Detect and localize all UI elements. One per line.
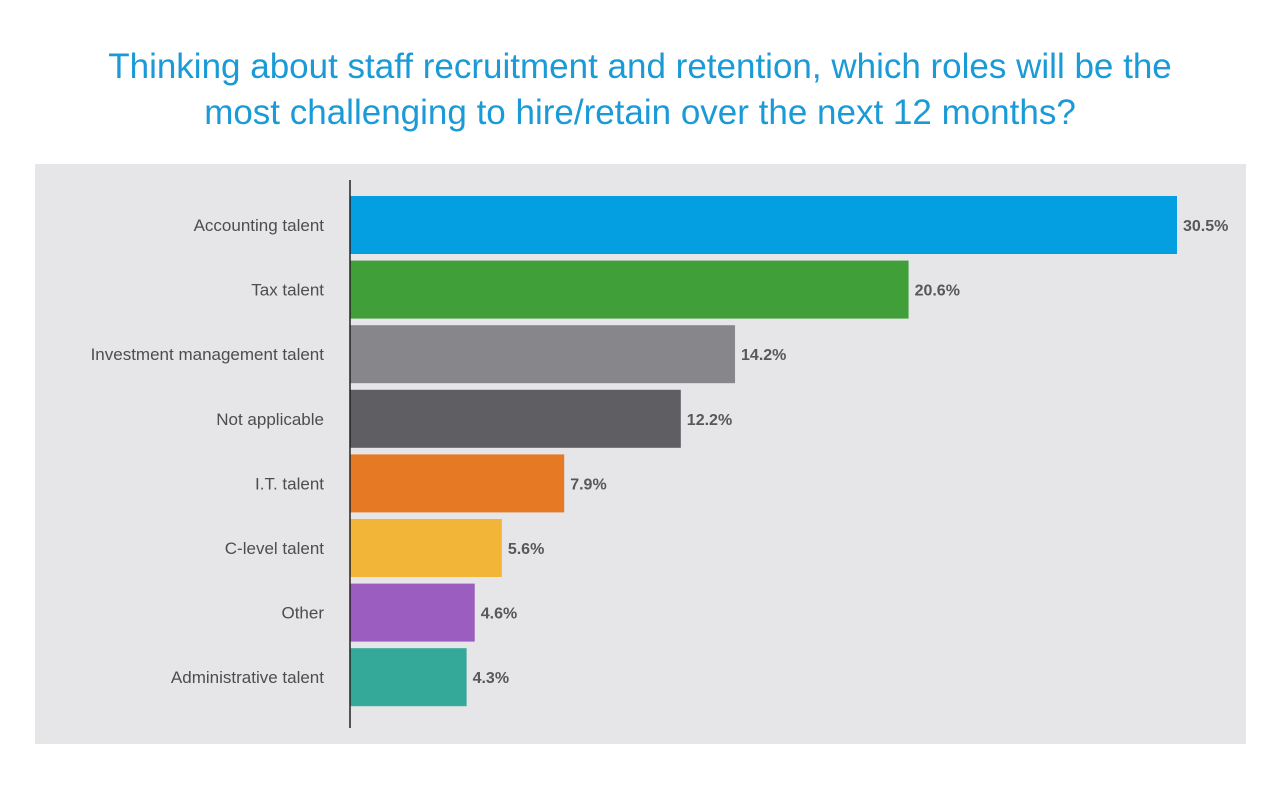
category-label-5: C-level talent bbox=[225, 539, 324, 558]
chart-title-line-1: Thinking about staff recruitment and ret… bbox=[108, 47, 1172, 86]
chart-title: Thinking about staff recruitment and ret… bbox=[40, 44, 1240, 136]
category-label-2: Investment management talent bbox=[91, 345, 325, 364]
bar-6 bbox=[350, 583, 475, 642]
category-label-6: Other bbox=[281, 604, 324, 623]
value-label-3: 12.2% bbox=[687, 412, 732, 429]
value-label-0: 30.5% bbox=[1183, 218, 1228, 235]
category-label-7: Administrative talent bbox=[171, 668, 324, 687]
bar-2 bbox=[350, 325, 736, 384]
bars-layer bbox=[350, 196, 1177, 707]
bar-0 bbox=[350, 196, 1177, 254]
bar-4 bbox=[350, 454, 565, 513]
value-label-4: 7.9% bbox=[570, 476, 606, 493]
value-label-2: 14.2% bbox=[741, 347, 786, 364]
labels-layer: Accounting talent 30.5% Tax talent 20.6% Inv… bbox=[91, 216, 1229, 687]
value-label-1: 20.6% bbox=[915, 283, 960, 300]
value-label-6: 4.6% bbox=[481, 606, 517, 623]
value-label-5: 5.6% bbox=[508, 541, 544, 558]
bar-1 bbox=[350, 260, 909, 319]
category-label-1: Tax talent bbox=[251, 281, 324, 300]
bar-3 bbox=[350, 389, 681, 448]
value-label-7: 4.3% bbox=[473, 670, 509, 687]
category-label-4: I.T. talent bbox=[255, 474, 324, 493]
bar-chart: Accounting talent 30.5% Tax talent 20.6% Inv… bbox=[91, 180, 1229, 728]
category-label-0: Accounting talent bbox=[194, 216, 325, 235]
bar-5 bbox=[350, 519, 502, 577]
bar-7 bbox=[350, 648, 467, 707]
chart-title-line-2: most challenging to hire/retain over the… bbox=[204, 93, 1076, 132]
category-label-3: Not applicable bbox=[216, 410, 324, 429]
